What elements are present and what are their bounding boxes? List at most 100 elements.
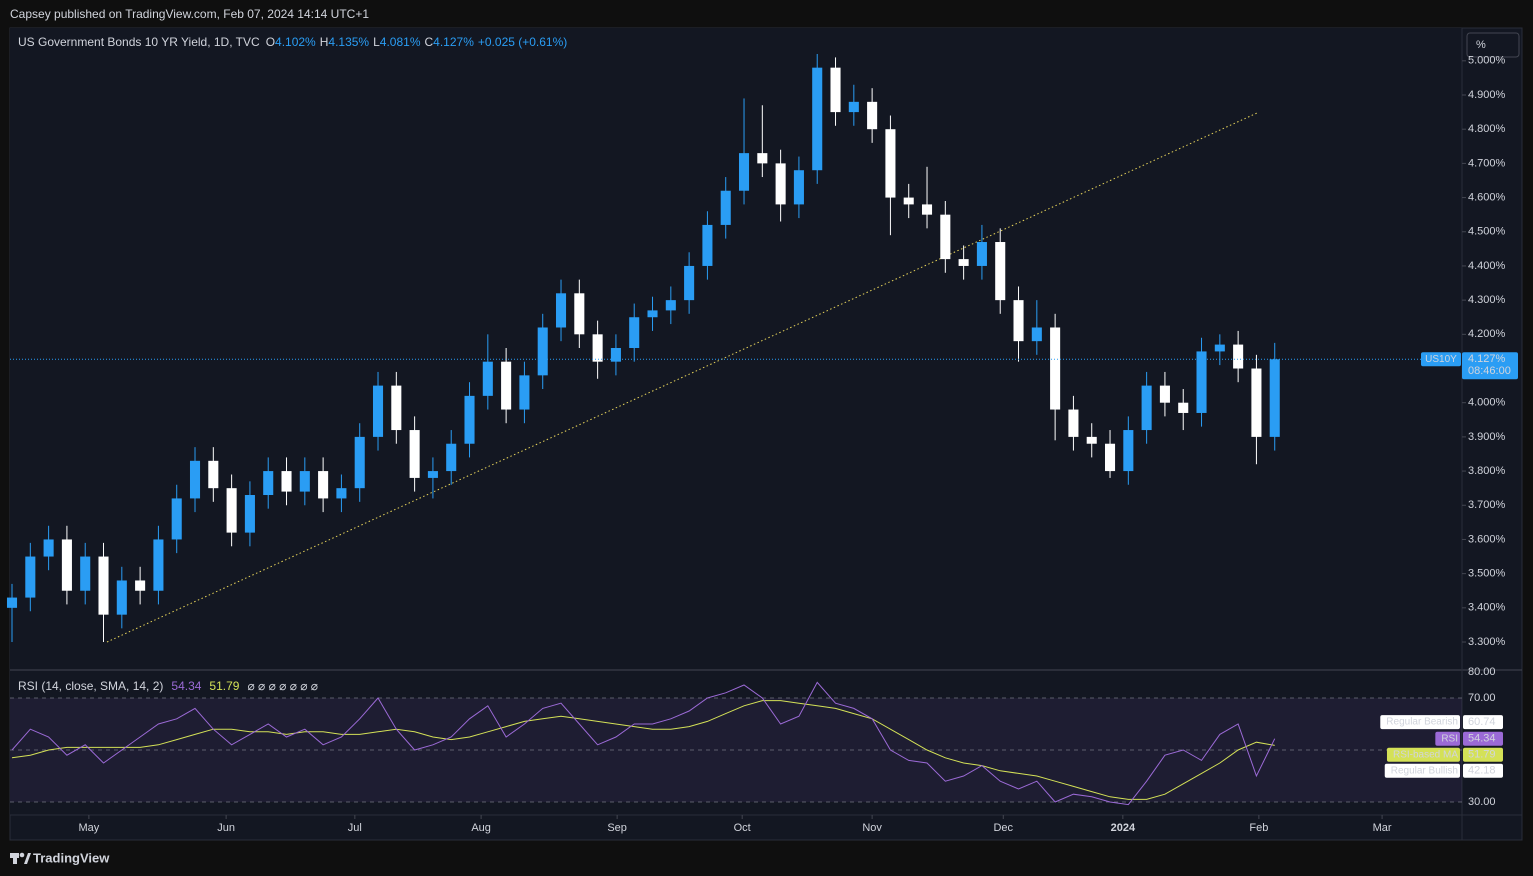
price-badge [1462,352,1518,380]
candle-body [116,580,127,615]
candle-body [244,495,255,533]
badge-name: RSI-based MA [1393,749,1458,760]
candle-body [976,242,987,266]
badge-value: 54.34 [1468,733,1496,745]
ohlc-value: 4.081% [379,35,421,49]
candle-body [720,190,731,225]
y-tick-label: 3.500% [1468,568,1506,580]
y-tick-label: 4.200% [1468,328,1506,340]
candle-body [482,361,493,396]
candle-body [1086,436,1097,444]
badge-value-box [1463,715,1503,730]
candle-body [1214,344,1225,352]
candle-body [61,539,72,591]
candle-body [867,101,878,130]
candle-body [757,153,768,164]
rsi-line [11,700,1275,800]
candle-body [702,224,713,266]
ohlc-label: O [265,35,276,49]
candle-body [208,460,219,489]
candle-body [1269,359,1280,437]
badge-value-box [1463,763,1503,778]
candle-body [391,385,402,431]
rsi-badge: RSI-based MA 51.79 [1386,747,1503,762]
candle-body [958,259,969,266]
candle-body [281,471,292,492]
candle-body [592,334,603,362]
candle-body [903,197,914,205]
ohlc-label: H [319,35,329,49]
candle-body [80,556,91,591]
rsi-tick-label: 30.00 [1468,796,1496,808]
badge-value: 51.79 [1468,749,1496,761]
candle-body [1251,368,1262,437]
x-tick-label: 2024 [1111,822,1136,834]
rsi-badge: RSI 54.34 [1435,731,1503,746]
candle-body [610,348,621,362]
rsi-na: ⌀ ⌀ ⌀ ⌀ ⌀ ⌀ ⌀ [247,679,319,693]
chart-title: US Government Bonds 10 YR Yield, 1D, TVC [18,35,260,49]
candle-body [1123,430,1134,472]
candle-body [1050,327,1061,410]
y-tick-label: 3.700% [1468,499,1506,511]
candle-body [738,153,750,191]
x-tick-label: Jun [217,822,235,834]
rsi-tick-label: 80.00 [1468,666,1496,678]
x-tick-label: Mar [1373,822,1392,834]
candle-body [354,436,365,489]
candle-body [1178,402,1189,413]
candle-body [1196,351,1207,413]
badge-name-box [1386,747,1460,762]
y-tick-label: 5.000% [1468,55,1506,67]
x-tick-label: Dec [993,822,1013,834]
plot-area [10,28,1462,815]
ohlc-label: L [373,35,380,49]
candle-body [1031,327,1042,342]
x-tick-label: Oct [734,822,751,834]
candle-body [555,293,567,328]
rsi-line [11,681,1276,806]
candle-body [995,242,1006,301]
candle-body [830,67,841,113]
candle-body [409,430,420,478]
candle-body [1159,385,1170,403]
badge-name: Regular Bearish [1386,717,1458,728]
y-tick-label: 4.300% [1468,294,1506,306]
candle-body [848,101,859,113]
candle-body [1104,443,1116,472]
candle-body [446,443,457,472]
scale-button-label[interactable]: % [1476,39,1486,51]
candle-body [336,488,347,499]
candle-body [171,498,182,540]
candle-body [427,471,438,478]
scale-button[interactable] [1466,32,1520,58]
candle-body [885,129,896,198]
badge-name-box [1384,763,1460,778]
candle-body [665,300,676,311]
x-tick-label: Jul [348,822,362,834]
y-tick-label: 3.900% [1468,431,1506,443]
candle-body [43,539,54,557]
ohlc-value: 4.102% [275,35,316,49]
y-tick-label: 3.400% [1468,602,1506,614]
rsi-header: RSI (14, close, SMA, 14, 2) 54.34 51.79 ⌀ ⌀… [18,679,322,693]
candle-body [1233,344,1244,369]
rsi-value: 51.79 [209,679,240,693]
candle-body [98,556,109,615]
countdown: 08:46:00 [1468,365,1511,377]
branding: TradingView [33,850,110,865]
badge-name-box [1435,731,1460,746]
y-tick-label: 4.700% [1468,157,1506,169]
candle-body [25,556,36,598]
x-tick-label: Aug [471,822,491,834]
candle-body [647,310,658,318]
badge-value: 42.18 [1468,765,1496,777]
candle-body [318,471,329,499]
y-tick-label: 3.600% [1468,533,1506,545]
trend-line [106,112,1258,643]
y-tick-label: 4.500% [1468,226,1506,238]
candle-body [501,361,512,410]
y-tick-label: 3.800% [1468,465,1506,477]
